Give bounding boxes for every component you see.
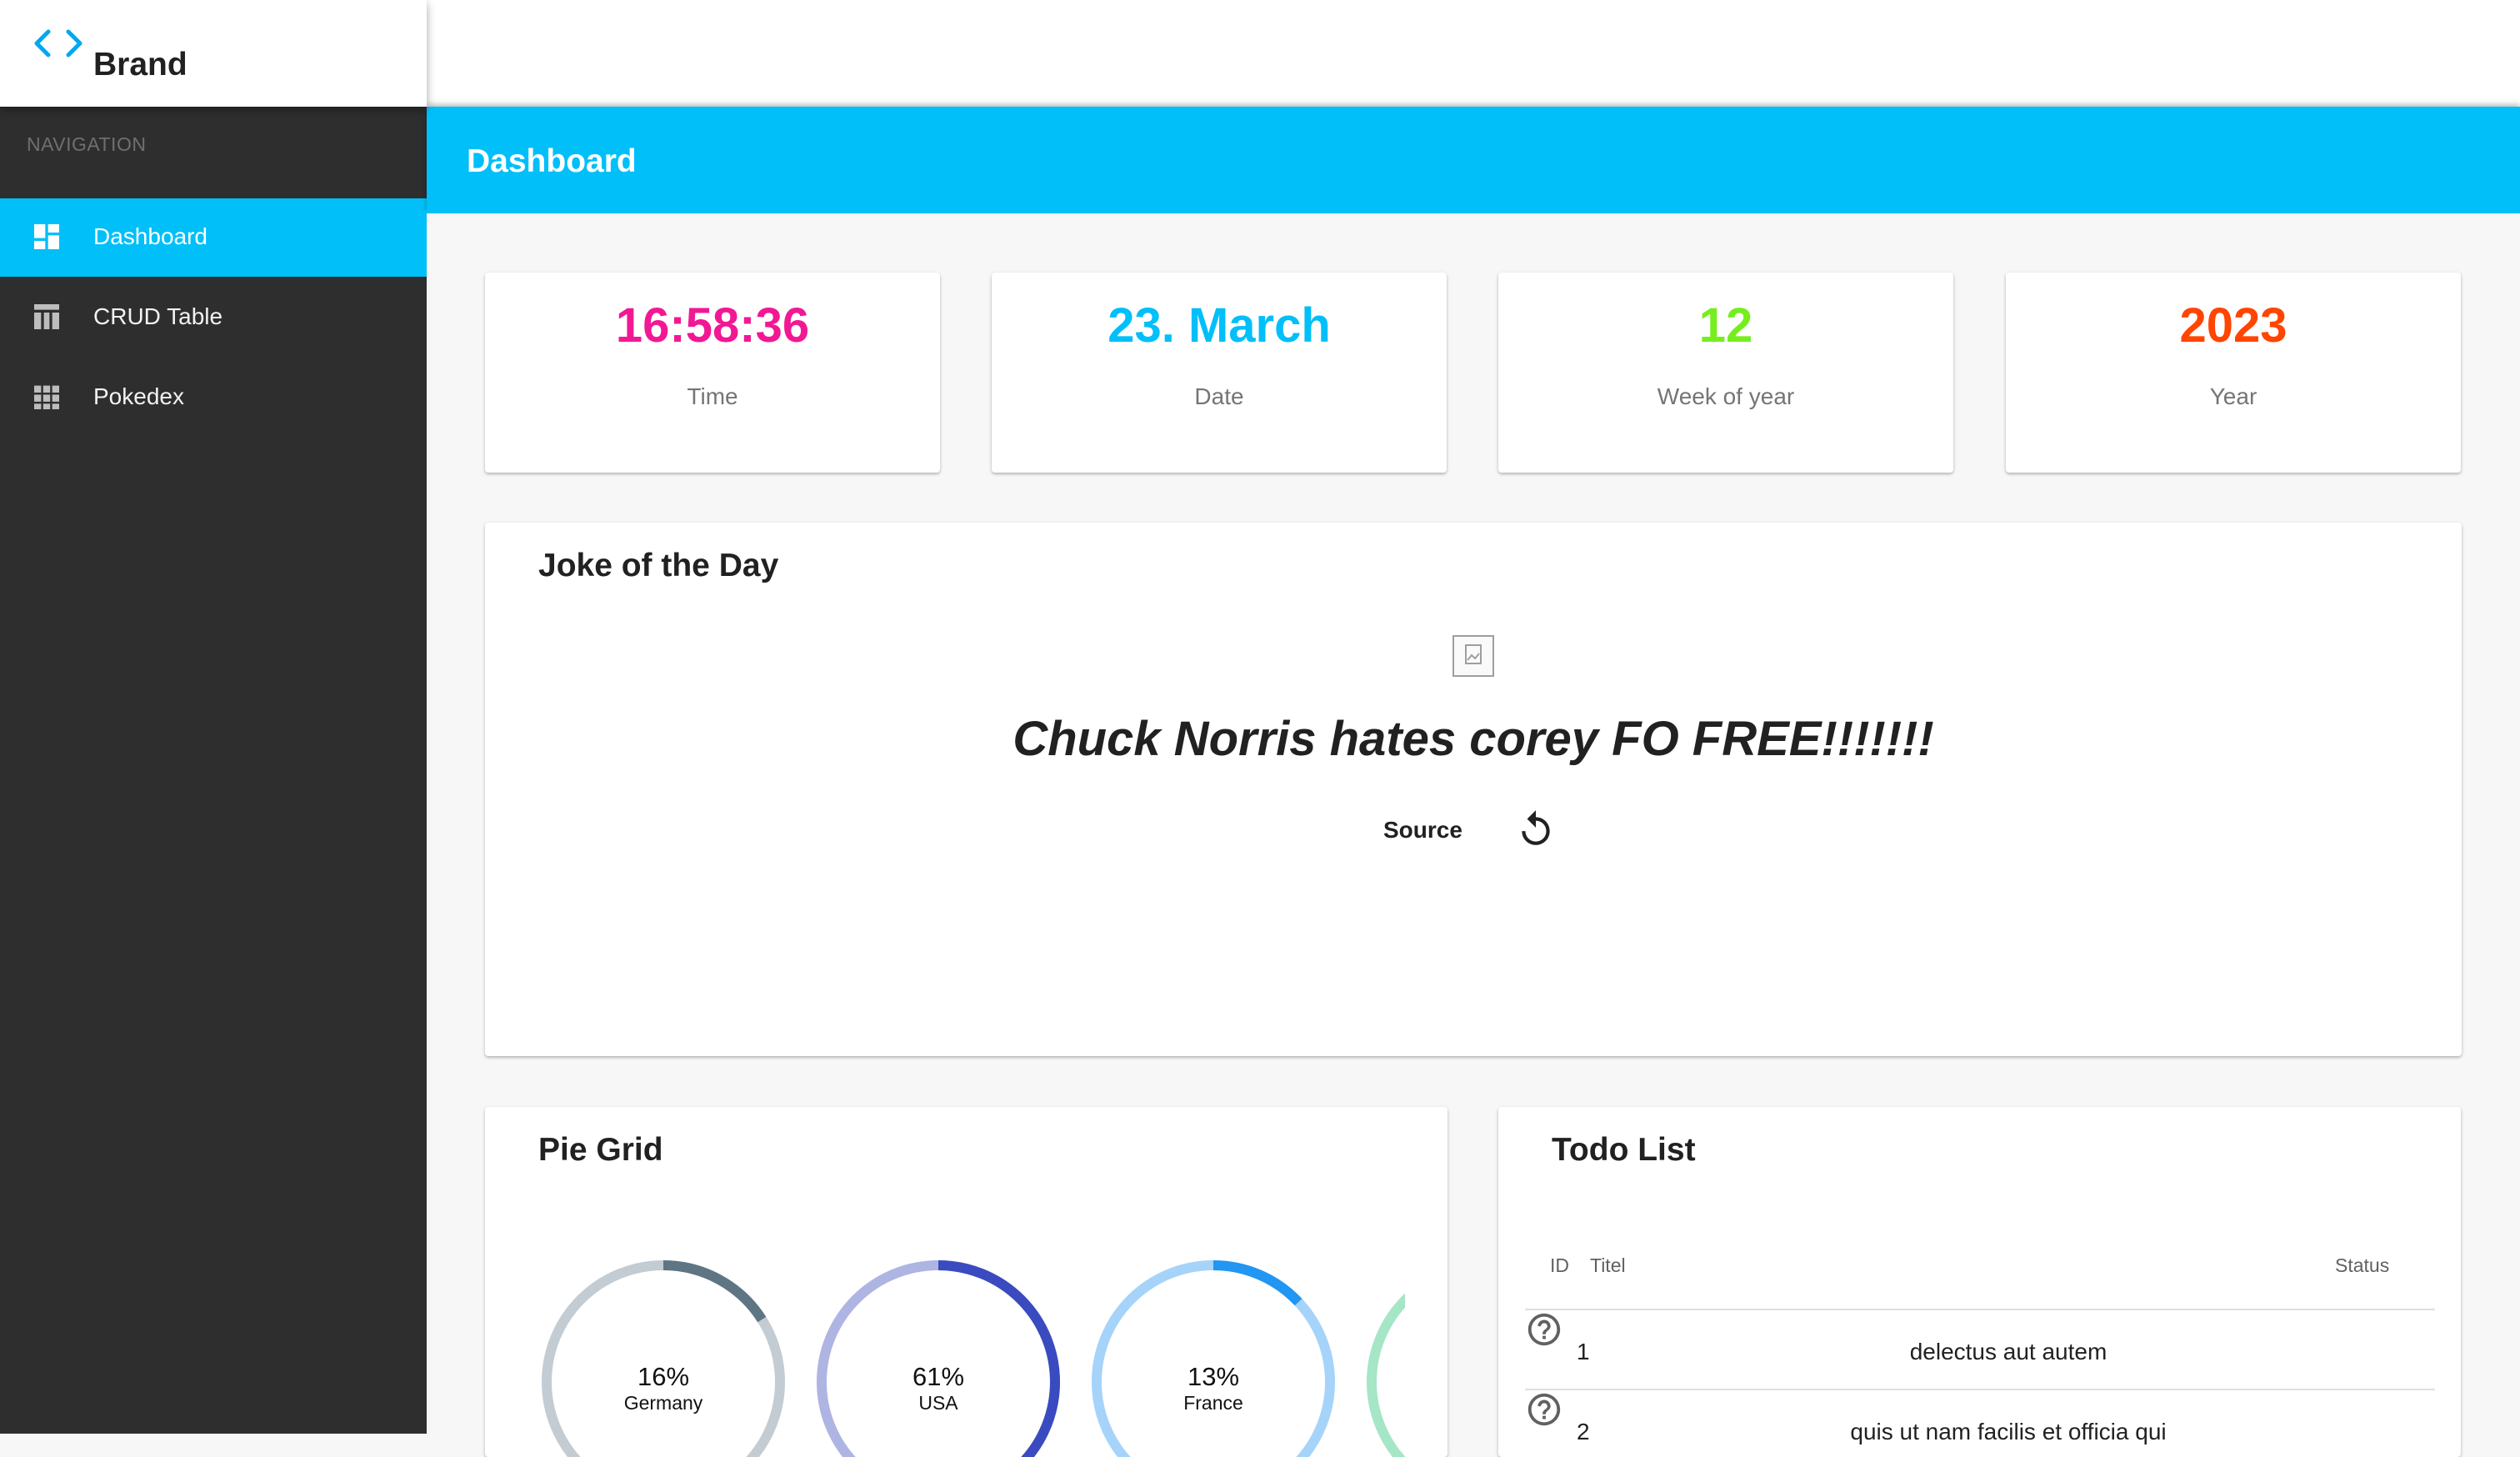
- brand-header[interactable]: Brand: [0, 0, 427, 107]
- page-header: Dashboard: [427, 107, 2520, 213]
- sidebar-item-label: Pokedex: [93, 383, 184, 409]
- cell-title: delectus aut autem: [1909, 1339, 2108, 1364]
- pie-value: 13%: [1187, 1362, 1240, 1391]
- joke-card: Joke of the Day Chuck Norris hates corey…: [485, 523, 2462, 1056]
- help-circle-icon[interactable]: [1525, 1310, 1563, 1349]
- pie-label: USA: [918, 1392, 958, 1414]
- pie-grid-chart: 16% Germany 61% USA 13% France: [538, 1257, 1405, 1457]
- brand-name: Brand: [93, 47, 188, 83]
- date-label: Date: [1194, 383, 1244, 409]
- sidebar-item-label: Dashboard: [93, 223, 208, 249]
- pie-track: [1367, 1293, 1405, 1457]
- sidebar-item-pokedex[interactable]: Pokedex: [0, 358, 427, 437]
- cell-title: quis ut nam facilis et officia qui: [1850, 1419, 2167, 1444]
- pie-grid-card: Pie Grid 16% Germany 61% USA 13% France: [485, 1107, 1448, 1457]
- table-row[interactable]: 2 quis ut nam facilis et officia qui: [1525, 1390, 2435, 1457]
- page-title: Dashboard: [467, 143, 637, 179]
- year-value: 2023: [2179, 298, 2288, 353]
- nav-heading: NAVIGATION: [27, 133, 147, 155]
- todo-table: ID Titel Status 1 delectus aut autem 2 q…: [1525, 1215, 2435, 1457]
- help-circle-icon[interactable]: [1525, 1390, 1563, 1429]
- joke-title: Joke of the Day: [538, 548, 779, 583]
- table-icon: [34, 304, 59, 329]
- pie-label: France: [1183, 1392, 1243, 1414]
- sidebar-item-label: CRUD Table: [93, 303, 223, 329]
- week-value: 12: [1698, 298, 1753, 353]
- date-card: 23. March Date: [992, 273, 1447, 473]
- table-row[interactable]: 1 delectus aut autem: [1525, 1310, 2435, 1390]
- top-bar: [427, 0, 2520, 107]
- column-header-status[interactable]: Status: [2335, 1254, 2390, 1276]
- todo-list-title: Todo List: [1552, 1132, 1696, 1168]
- pie-label: Germany: [623, 1392, 703, 1414]
- grid-icon: [34, 385, 59, 409]
- time-label: Time: [687, 383, 738, 409]
- pie-usa[interactable]: 61% USA: [813, 1257, 1063, 1457]
- year-card: 2023 Year: [2006, 273, 2461, 473]
- sidebar-item-crud-table[interactable]: CRUD Table: [0, 278, 427, 357]
- pie-france[interactable]: 13% France: [1088, 1257, 1338, 1457]
- pie-partial[interactable]: [1363, 1257, 1405, 1457]
- time-value: 16:58:36: [615, 298, 810, 353]
- week-card: 12 Week of year: [1498, 273, 1953, 473]
- sidebar-item-dashboard[interactable]: Dashboard: [0, 198, 427, 277]
- pie-value: 61%: [912, 1362, 965, 1391]
- pie-arc: [1092, 1260, 1335, 1457]
- column-header-title[interactable]: Titel: [1590, 1254, 1626, 1276]
- year-label: Year: [2209, 383, 2258, 409]
- pie-arc: [817, 1260, 1060, 1457]
- joke-text: Chuck Norris hates corey FO FREE!!!!!!!: [1012, 712, 1934, 766]
- broken-image-icon: [1452, 635, 1494, 677]
- table-header: ID Titel Status: [1525, 1215, 2435, 1310]
- date-value: 23. March: [1108, 298, 1331, 353]
- code-brackets-icon: [34, 29, 82, 58]
- pie-grid-title: Pie Grid: [538, 1132, 663, 1168]
- dashboard-icon: [34, 224, 59, 249]
- cell-id: 2: [1577, 1419, 1590, 1444]
- time-card: 16:58:36 Time: [485, 273, 940, 473]
- pie-germany[interactable]: 16% Germany: [538, 1257, 788, 1457]
- todo-list-card: Todo List ID Titel Status 1 delectus aut…: [1498, 1107, 2461, 1457]
- joke-source-link[interactable]: Source: [1383, 817, 1462, 843]
- pie-value: 16%: [637, 1362, 690, 1391]
- refresh-icon[interactable]: [1515, 809, 1557, 850]
- cell-id: 1: [1577, 1339, 1590, 1364]
- column-header-id[interactable]: ID: [1550, 1254, 1569, 1276]
- pie-arc: [542, 1260, 785, 1457]
- sidebar: NAVIGATION Dashboard CRUD Table Pokedex: [0, 0, 427, 1434]
- week-label: Week of year: [1657, 383, 1795, 409]
